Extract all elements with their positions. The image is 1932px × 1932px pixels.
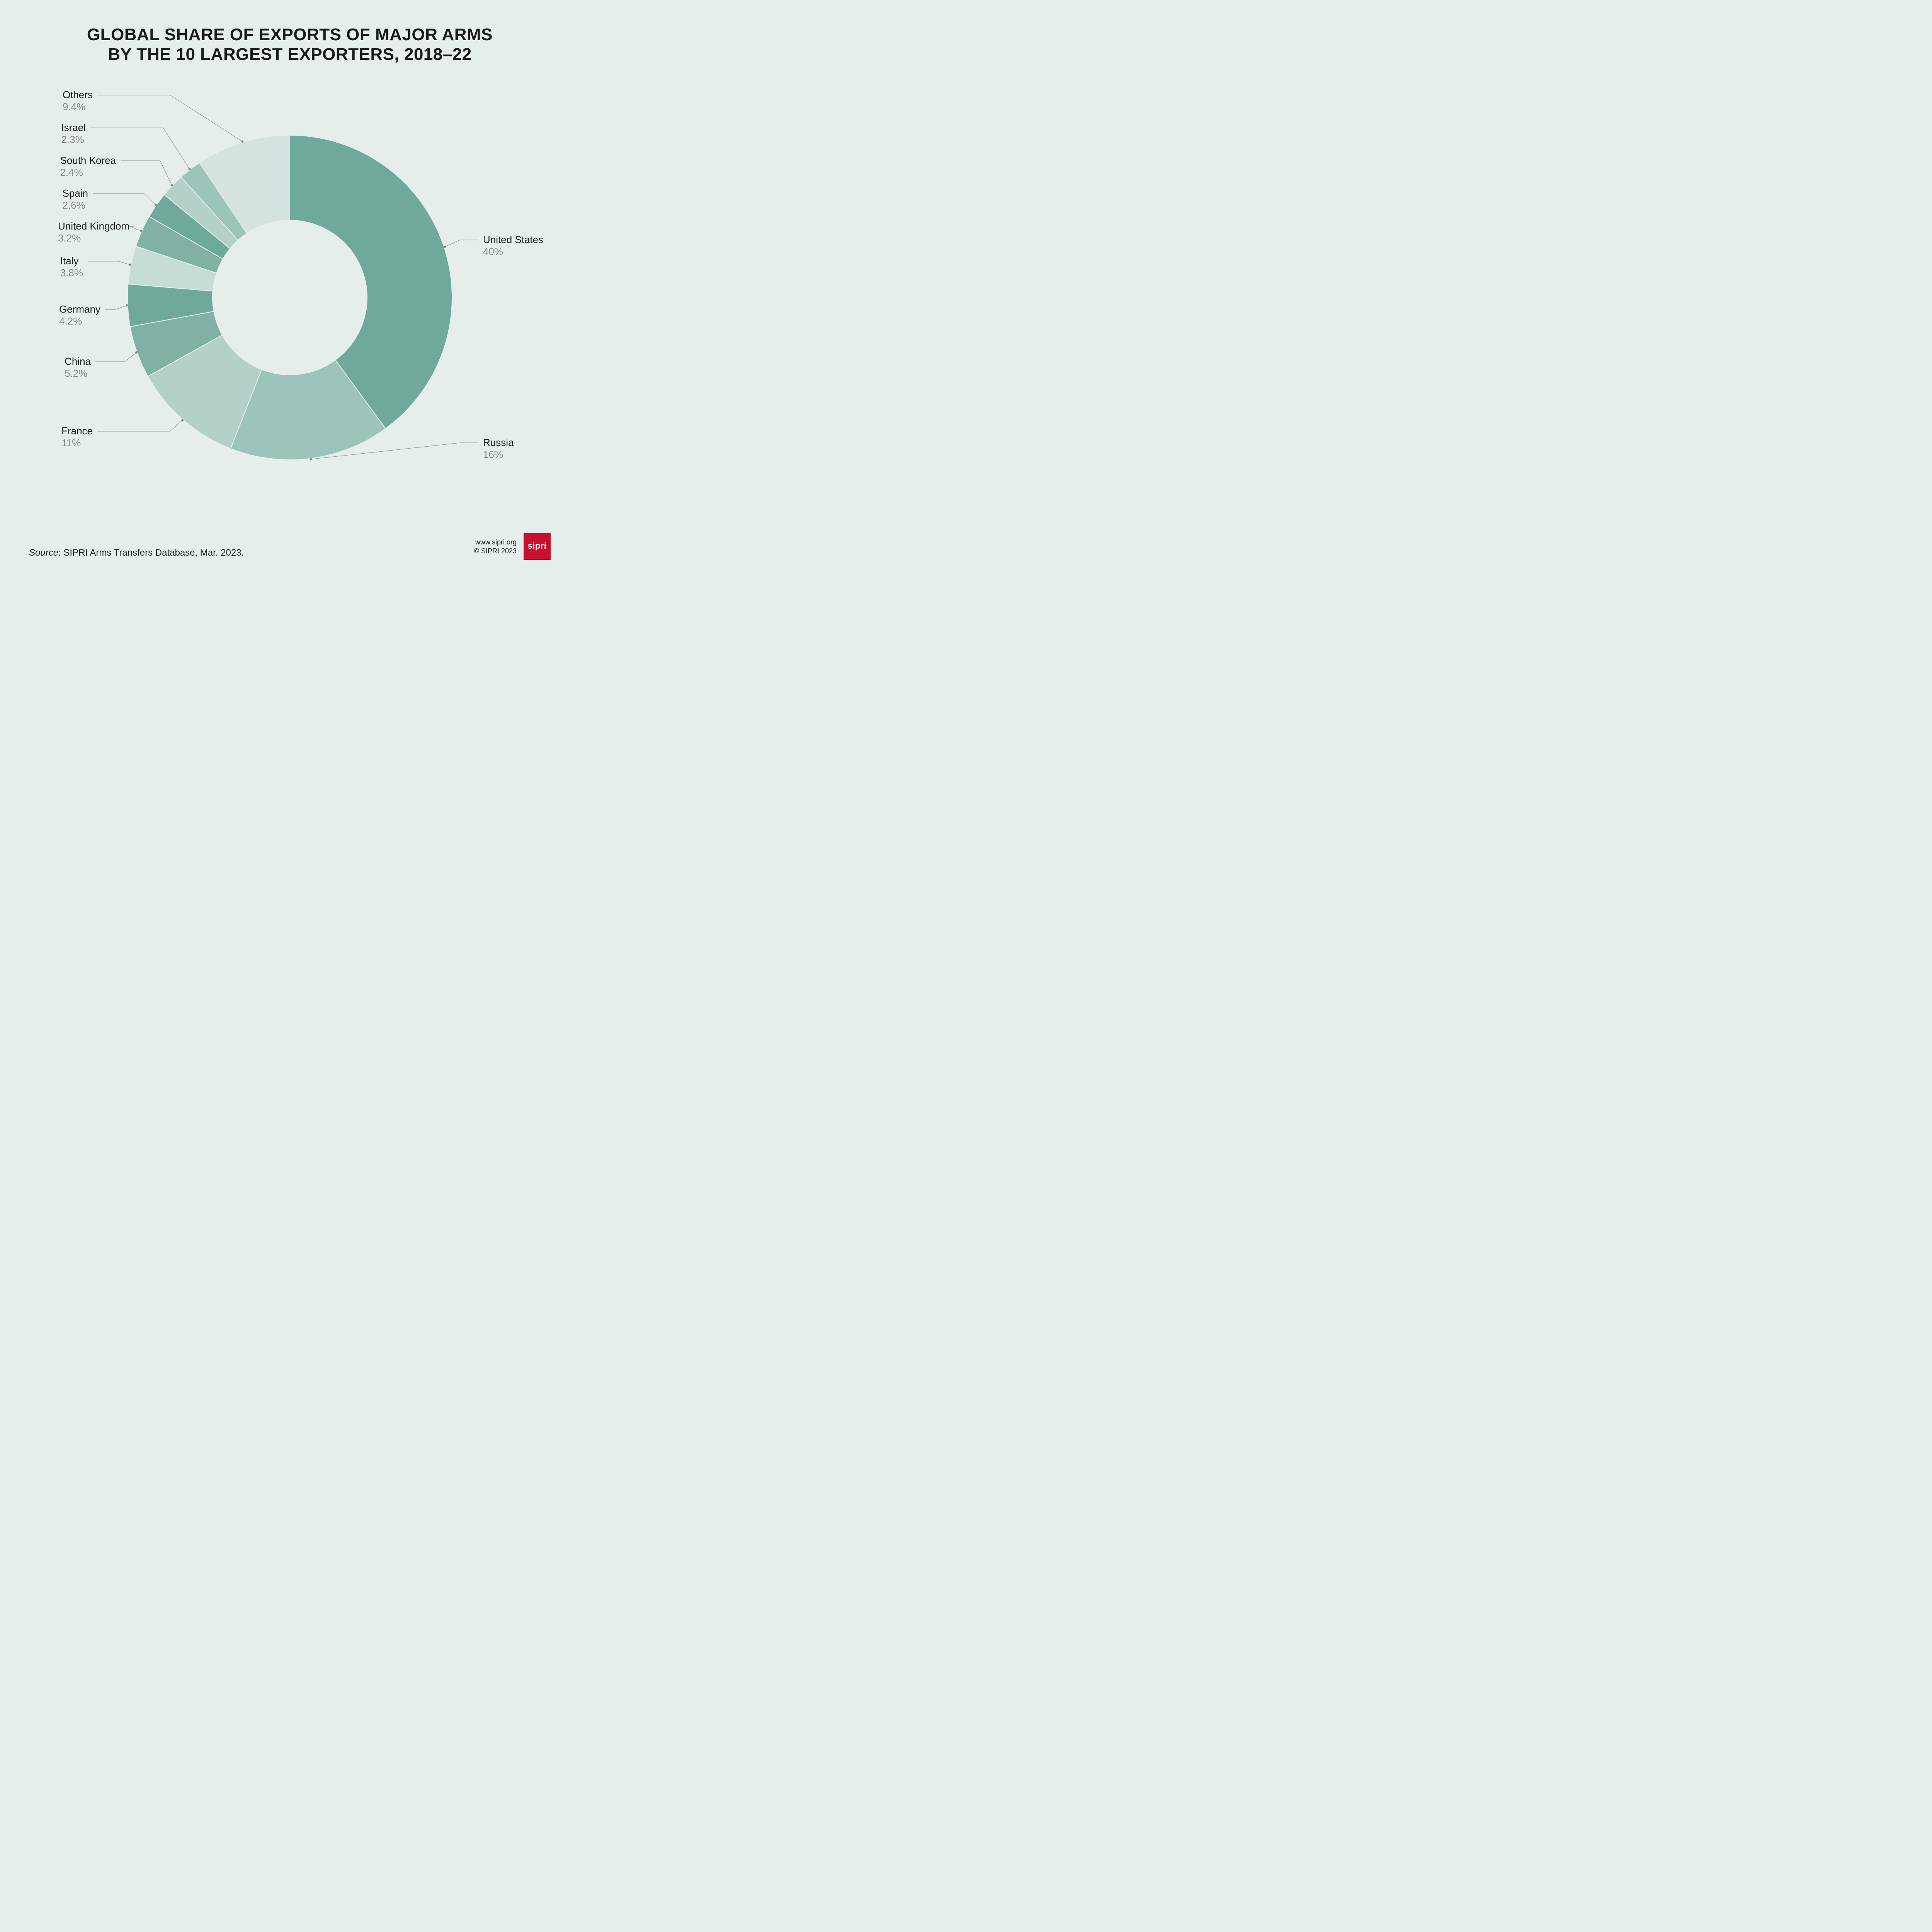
slice-label: United Kingdom3.2%: [58, 220, 129, 244]
slice-pct: 3.8%: [60, 267, 83, 279]
slice-name: United States: [483, 234, 543, 246]
leader-dot: [241, 140, 243, 143]
slice-name: Others: [63, 89, 93, 101]
leader-dot: [129, 264, 131, 266]
slice-label: Russia16%: [483, 437, 514, 461]
slice-pct: 3.2%: [58, 232, 129, 244]
leader-dot: [181, 419, 184, 422]
slice-name: Italy: [60, 255, 83, 267]
title-line-2: BY THE 10 LARGEST EXPORTERS, 2018–22: [108, 45, 472, 64]
slice-pct: 4.2%: [59, 315, 100, 327]
slice-pct: 2.3%: [61, 134, 86, 146]
leader-dot: [155, 204, 157, 206]
leader-line: [129, 226, 141, 231]
leader-line: [445, 240, 478, 247]
logo-text: sipri: [528, 541, 547, 551]
slice-pct: 9.4%: [63, 101, 93, 113]
leader-dot: [170, 184, 173, 186]
leader-line: [93, 194, 156, 205]
leader-line: [97, 420, 182, 431]
slice-label: Others9.4%: [63, 89, 93, 113]
slice-label: China5.2%: [65, 355, 91, 379]
slice-label: South Korea2.4%: [60, 155, 116, 179]
slice-label: Spain2.6%: [63, 187, 88, 211]
leader-dot: [126, 304, 128, 307]
slice-name: Germany: [59, 303, 100, 315]
donut-chart: United States40% Russia16% France11% China5…: [0, 81, 580, 526]
slice-pct: 40%: [483, 246, 543, 258]
slice-name: Spain: [63, 187, 88, 199]
leader-dot: [140, 230, 142, 232]
leader-dot: [310, 458, 312, 461]
slice-name: France: [61, 425, 93, 437]
slice-pct: 5.2%: [65, 367, 91, 379]
slice-label: Germany4.2%: [59, 303, 100, 327]
slice-pct: 16%: [483, 449, 514, 461]
slice-label: Italy3.8%: [60, 255, 83, 279]
slice-name: Russia: [483, 437, 514, 449]
slice-label: United States40%: [483, 234, 543, 258]
leader-line: [97, 95, 242, 141]
slice-name: United Kingdom: [58, 220, 129, 232]
footer-copyright: © SIPRI 2023: [474, 547, 517, 556]
leader-dot: [444, 246, 446, 248]
slice-pct: 2.4%: [60, 167, 116, 179]
slice-label: France11%: [61, 425, 93, 449]
slice-name: Israel: [61, 122, 86, 134]
footer: www.sipri.org © SIPRI 2023 sipri: [474, 533, 551, 560]
source-citation: Source: SIPRI Arms Transfers Database, M…: [29, 548, 244, 558]
chart-title: GLOBAL SHARE OF EXPORTS OF MAJOR ARMS BY…: [0, 25, 580, 64]
leader-dot: [135, 351, 138, 354]
leader-line: [121, 161, 172, 185]
leader-dot: [189, 168, 191, 170]
sipri-logo: sipri: [524, 533, 551, 560]
source-label: Source: [29, 548, 58, 558]
leader-line: [88, 261, 130, 265]
slice-pct: 11%: [61, 437, 93, 449]
slice-name: South Korea: [60, 155, 116, 167]
slice-label: Israel2.3%: [61, 122, 86, 146]
title-line-1: GLOBAL SHARE OF EXPORTS OF MAJOR ARMS: [87, 25, 493, 44]
slice-pct: 2.6%: [63, 199, 88, 211]
source-text: : SIPRI Arms Transfers Database, Mar. 20…: [58, 548, 244, 558]
footer-text: www.sipri.org © SIPRI 2023: [474, 538, 517, 556]
leader-line: [105, 306, 127, 310]
slice-name: China: [65, 355, 91, 367]
leader-line: [95, 352, 136, 362]
footer-url: www.sipri.org: [474, 538, 517, 547]
